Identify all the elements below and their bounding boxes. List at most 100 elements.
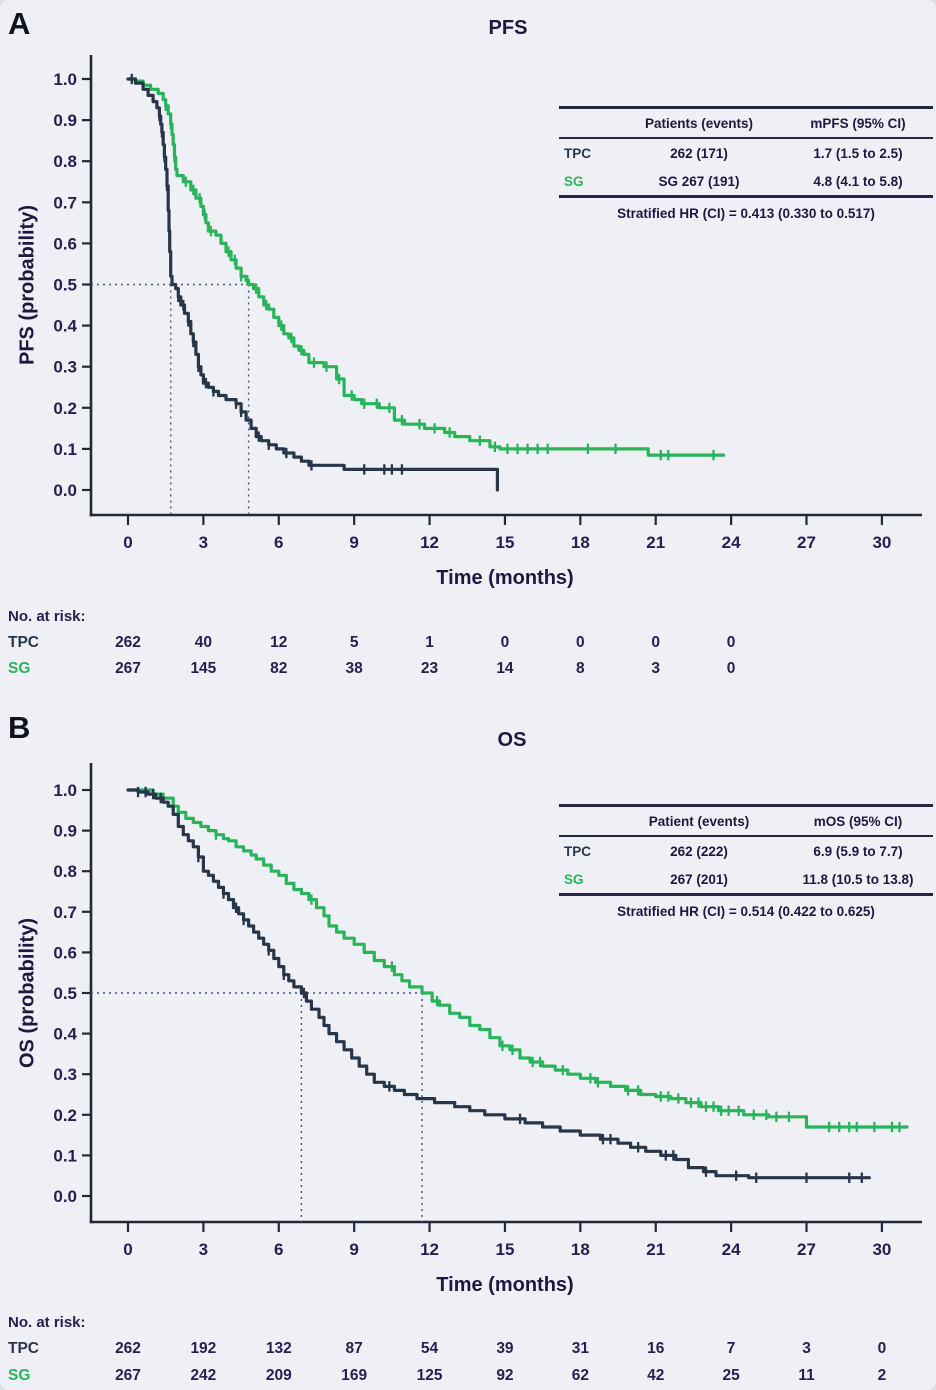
stats-a-stratified-hr-note: Stratified HR (CI) = 0.413 (0.330 to 0.5… — [617, 206, 875, 221]
stats-b-sg-patients: 267 (201) — [670, 871, 728, 887]
tpc-curve-a — [126, 77, 499, 492]
stats-b-tpc-group: TPC — [564, 843, 591, 859]
panel-a-stats-table: Patients (events) mPFS (95% CI) TPC 262 … — [559, 106, 933, 221]
risk-value: 14 — [496, 660, 514, 677]
panel-b-yaxis-label: OS (probability) — [16, 918, 39, 1068]
risk-value: 0 — [727, 634, 736, 651]
x-tick-label: 24 — [722, 1240, 741, 1259]
risk-value: 8 — [576, 660, 585, 677]
stats-a-sg-patients: SG 267 (191) — [658, 173, 740, 189]
stats-b-tpc-median: 6.9 (5.9 to 7.7) — [813, 843, 903, 859]
x-tick-label: 15 — [495, 533, 514, 552]
risk-value: 39 — [496, 1340, 514, 1357]
y-tick-label: 0.5 — [53, 984, 77, 1003]
risk-row-name-sg: SG — [8, 1367, 30, 1384]
risk-value: 87 — [346, 1340, 363, 1357]
x-tick-label: 0 — [123, 1240, 132, 1259]
risk-value: 209 — [266, 1367, 292, 1384]
x-tick-label: 3 — [199, 533, 208, 552]
stats-b-header-median: mOS (95% CI) — [783, 807, 933, 837]
risk-value: 267 — [115, 1367, 141, 1384]
risk-value: 5 — [350, 634, 359, 651]
x-tick-label: 3 — [199, 1240, 208, 1259]
x-tick-label: 21 — [646, 533, 665, 552]
x-tick-label: 12 — [420, 1240, 439, 1259]
y-tick-label: 0.3 — [53, 1065, 77, 1084]
y-tick-label: 0.9 — [53, 822, 77, 841]
risk-value: 0 — [878, 1340, 887, 1357]
sg-curve-a — [126, 77, 726, 457]
risk-value: 7 — [727, 1340, 736, 1357]
y-tick-label: 0.2 — [53, 1106, 77, 1125]
risk-value: 0 — [651, 634, 660, 651]
y-tick-label: 0.7 — [53, 193, 77, 212]
risk-value: 242 — [190, 1367, 216, 1384]
risk-value: 3 — [802, 1340, 811, 1357]
risk-value: 267 — [115, 660, 141, 677]
stats-a-tpc-patients: 262 (171) — [670, 145, 728, 161]
y-tick-label: 0.1 — [53, 440, 77, 459]
risk-value: 31 — [572, 1340, 590, 1357]
y-tick-label: 0.5 — [53, 276, 77, 295]
risk-value: 92 — [496, 1367, 513, 1384]
risk-value: 132 — [266, 1340, 292, 1357]
risk-value: 262 — [115, 1340, 141, 1357]
stats-a-header-median: mPFS (95% CI) — [783, 109, 933, 139]
x-tick-label: 30 — [872, 1240, 891, 1259]
y-tick-label: 1.0 — [53, 781, 77, 800]
stats-a-sg-median: 4.8 (4.1 to 5.8) — [813, 173, 903, 189]
stats-a-tpc-median: 1.7 (1.5 to 2.5) — [813, 145, 903, 161]
y-tick-label: 0.7 — [53, 903, 77, 922]
stats-a-header-patients: Patients (events) — [615, 109, 783, 139]
risk-value: 0 — [576, 634, 585, 651]
risk-value: 82 — [270, 660, 287, 677]
panel-b-title: OS — [497, 729, 527, 751]
y-tick-label: 0.4 — [53, 1025, 77, 1044]
y-tick-label: 0.1 — [53, 1146, 77, 1165]
risk-value: 54 — [421, 1340, 439, 1357]
risk-value: 42 — [647, 1367, 664, 1384]
stats-b-sg-group: SG — [564, 871, 584, 887]
x-tick-label: 27 — [797, 1240, 816, 1259]
x-tick-label: 9 — [349, 533, 358, 552]
x-tick-label: 12 — [420, 533, 439, 552]
y-tick-label: 0.4 — [53, 317, 77, 336]
y-tick-label: 0.2 — [53, 399, 77, 418]
risk-table-label: No. at risk: — [8, 608, 86, 625]
stats-b-header-blank — [559, 807, 615, 837]
panel-a-plot: 0.0 0.1 0.2 0.3 0.4 0.5 0.6 0.7 0.8 0.9 1.0 0 3 6 9 12 1… — [8, 55, 922, 677]
risk-value: 3 — [651, 660, 660, 677]
y-tick-label: 0.6 — [53, 943, 77, 962]
y-tick-label: 0.0 — [53, 1187, 77, 1206]
panel-a-yaxis-label: PFS (probability) — [16, 205, 39, 365]
x-tick-label: 6 — [274, 533, 283, 552]
x-tick-label: 18 — [571, 533, 590, 552]
risk-value: 169 — [341, 1367, 367, 1384]
stats-b-sg-median: 11.8 (10.5 to 13.8) — [802, 871, 914, 887]
y-tick-label: 0.9 — [53, 111, 77, 130]
panel-b-plot: 0.0 0.1 0.2 0.3 0.4 0.5 0.6 0.7 0.8 0.9 1.0 0 3 6 9 12 1… — [8, 763, 922, 1384]
y-tick-label: 0.3 — [53, 358, 77, 377]
x-tick-label: 30 — [872, 533, 891, 552]
risk-value: 16 — [647, 1340, 665, 1357]
panel-b-xaxis-label: Time (months) — [436, 1274, 574, 1296]
risk-value: 145 — [190, 660, 216, 677]
risk-value: 262 — [115, 634, 141, 651]
x-tick-label: 9 — [349, 1240, 358, 1259]
risk-value: 62 — [572, 1367, 589, 1384]
y-tick-label: 0.8 — [53, 152, 77, 171]
panel-a-xaxis-label: Time (months) — [436, 567, 574, 589]
sg-curve-b — [126, 788, 909, 1129]
y-tick-label: 1.0 — [53, 70, 77, 89]
risk-table-label: No. at risk: — [8, 1314, 86, 1331]
x-tick-label: 24 — [722, 533, 741, 552]
y-tick-label: 0.0 — [53, 481, 77, 500]
risk-value: 38 — [346, 660, 364, 677]
stats-b-header-patients: Patient (events) — [615, 807, 783, 837]
risk-value: 125 — [417, 1367, 443, 1384]
panel-b-stats-table: Patient (events) mOS (95% CI) TPC 262 (2… — [559, 804, 933, 919]
risk-row-name-tpc: TPC — [8, 634, 39, 651]
x-tick-label: 21 — [646, 1240, 665, 1259]
y-tick-label: 0.6 — [53, 234, 77, 253]
